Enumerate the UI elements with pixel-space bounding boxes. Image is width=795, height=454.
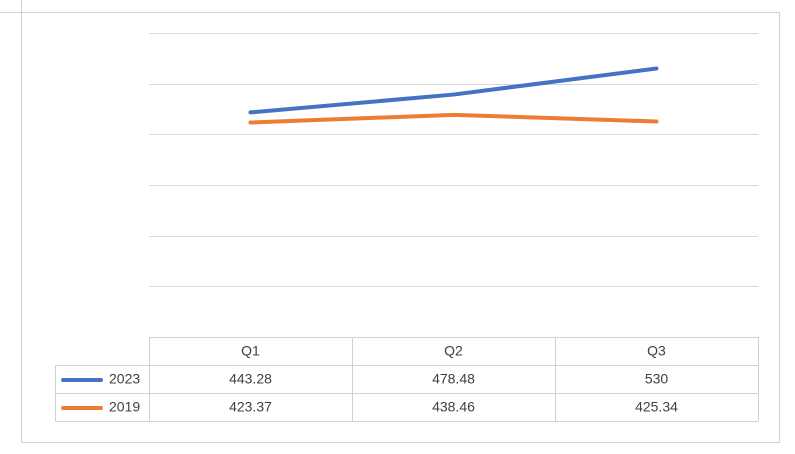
table-value: 423.37 <box>229 399 272 415</box>
table-value: 425.34 <box>635 399 678 415</box>
table-value: 443.28 <box>229 371 272 387</box>
table-value: 530 <box>645 371 669 387</box>
data-line <box>248 66 659 115</box>
data-line <box>248 112 659 125</box>
table-header: Q1 <box>241 343 260 359</box>
legend-label: 2019 <box>109 399 140 415</box>
table-value: 478.48 <box>432 371 475 387</box>
table-header: Q2 <box>444 343 463 359</box>
legend-label: 2023 <box>109 371 140 387</box>
table-value: 438.46 <box>432 399 475 415</box>
table-header: Q3 <box>647 343 666 359</box>
